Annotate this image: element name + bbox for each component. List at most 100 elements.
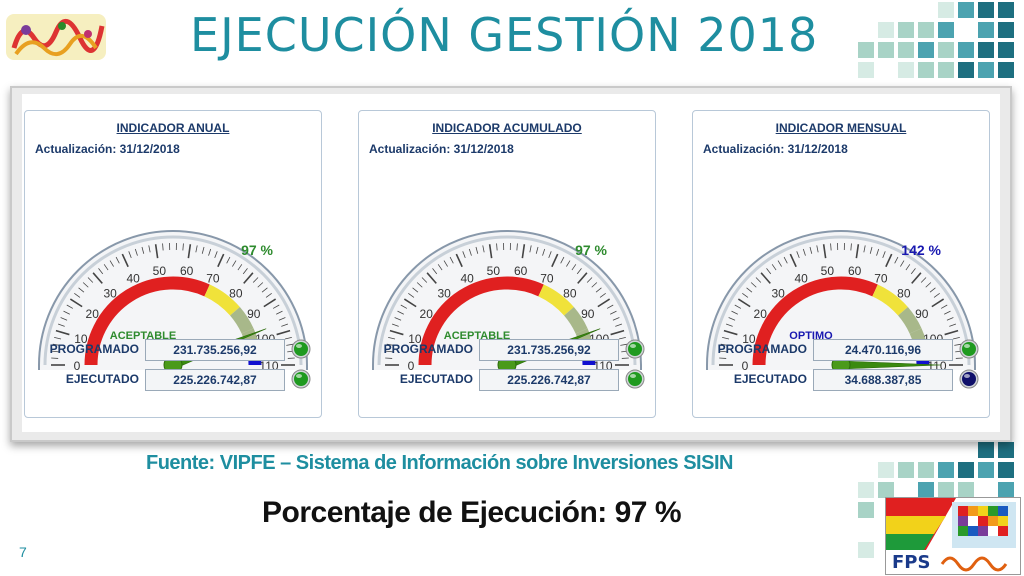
gauge-tick bbox=[910, 268, 916, 275]
gauge-tick bbox=[869, 246, 873, 254]
gauge-tick bbox=[121, 253, 129, 268]
gauge-tick bbox=[69, 298, 83, 308]
ejecutado-status-led-icon bbox=[959, 369, 979, 389]
gauge-dial: 0102030405060708090100110ACEPTABLE97 % bbox=[372, 230, 642, 370]
gauge-tick bbox=[900, 260, 905, 267]
gauge-tick bbox=[57, 323, 65, 327]
gauge-tick bbox=[55, 329, 70, 336]
gauge-tick bbox=[92, 272, 103, 284]
gauge-tick bbox=[182, 243, 184, 251]
gauge-tick bbox=[618, 336, 626, 340]
gauge-tick bbox=[521, 244, 526, 259]
gauge-tick bbox=[566, 260, 571, 267]
programado-status-led-icon bbox=[625, 339, 645, 359]
gauge-tick bbox=[400, 304, 408, 309]
ejecutado-value: 34.688.387,85 bbox=[813, 369, 953, 391]
gauge-tick bbox=[281, 323, 289, 327]
tick-label: 60 bbox=[180, 264, 194, 278]
gauge-tick bbox=[195, 245, 198, 253]
gauge-tick bbox=[394, 317, 402, 321]
gauge-tick bbox=[882, 251, 886, 258]
gauge-tick bbox=[722, 336, 730, 340]
tick-label: 10 bbox=[74, 332, 88, 346]
gauge-tick bbox=[272, 304, 280, 309]
gauge-tick bbox=[261, 287, 268, 293]
gauge-tick bbox=[954, 343, 962, 346]
gauge-tick bbox=[771, 264, 777, 271]
gauge-tick bbox=[863, 245, 866, 253]
tick-label: 70 bbox=[206, 272, 220, 286]
gauge-tick bbox=[755, 277, 762, 283]
gauge-tick bbox=[391, 323, 399, 327]
gauge-tick bbox=[731, 310, 738, 315]
gauge-tick bbox=[516, 243, 518, 251]
gauge-tick bbox=[796, 251, 800, 258]
gauge-tick bbox=[237, 264, 243, 271]
gauge-tick bbox=[66, 304, 74, 309]
gauge-tick bbox=[388, 336, 396, 340]
gauge-zone bbox=[84, 276, 210, 366]
panel-header: INDICADOR ANUAL bbox=[116, 121, 230, 135]
gauge-dial: 0102030405060708090100110ACEPTABLE97 % bbox=[38, 230, 308, 370]
tick-label: 110 bbox=[593, 359, 612, 370]
gauge-tick bbox=[577, 272, 588, 284]
gauge-tick bbox=[437, 264, 443, 271]
gauge-tick bbox=[263, 298, 277, 308]
gauge-tick bbox=[217, 253, 225, 268]
gauge-tick bbox=[595, 287, 602, 293]
tick-label: 110 bbox=[259, 359, 278, 370]
gauge-tick bbox=[278, 317, 286, 321]
gauge-tick bbox=[946, 317, 954, 321]
panel-header: INDICADOR ACUMULADO bbox=[432, 121, 582, 135]
gauge-tick bbox=[576, 268, 582, 275]
gauge-tick bbox=[535, 246, 539, 254]
ejecutado-status-led-icon bbox=[625, 369, 645, 389]
gauge-tick bbox=[742, 292, 749, 298]
panel-header: INDICADOR MENSUAL bbox=[775, 121, 907, 135]
gauge-tick bbox=[591, 282, 598, 288]
gauge-zone bbox=[872, 284, 908, 316]
tick-label: 90 bbox=[915, 307, 929, 321]
ejecutado-label: EJECUTADO bbox=[399, 372, 473, 386]
gauge-tick bbox=[74, 292, 81, 298]
programado-value: 231.735.256,92 bbox=[479, 339, 619, 361]
tick-label: 10 bbox=[408, 332, 422, 346]
gauge-tick bbox=[606, 304, 614, 309]
gauge-tick bbox=[82, 282, 89, 288]
gauge-tick bbox=[911, 272, 922, 284]
programado-value: 231.735.256,92 bbox=[145, 339, 285, 361]
gauge-tick bbox=[496, 243, 498, 251]
gauge-tick bbox=[265, 292, 272, 298]
programado-status-led-icon bbox=[291, 339, 311, 359]
programado-label: PROGRAMADO bbox=[717, 342, 807, 356]
gauge-tick bbox=[51, 350, 59, 353]
gauge-tick bbox=[720, 343, 728, 346]
gauge-tick bbox=[475, 246, 479, 254]
tick-label: 30 bbox=[103, 286, 117, 300]
gauge-zone bbox=[229, 307, 254, 334]
gauge-tick bbox=[78, 287, 85, 293]
gauge-tick bbox=[128, 251, 132, 258]
ejecutado-label: EJECUTADO bbox=[733, 372, 807, 386]
tick-label: 0 bbox=[408, 359, 415, 370]
gauge-body bbox=[706, 230, 976, 370]
gauge-tick bbox=[284, 336, 292, 340]
update-date: Actualización: 31/12/2018 bbox=[369, 142, 514, 156]
gauge-tick bbox=[432, 268, 438, 275]
gauge-tick bbox=[809, 246, 813, 254]
tick-label: 40 bbox=[126, 272, 140, 286]
programado-label: PROGRAMADO bbox=[49, 342, 139, 356]
gauge-tick bbox=[482, 245, 485, 253]
gauge-tick bbox=[944, 329, 959, 336]
gauge-tick bbox=[734, 304, 742, 309]
gauge-tick bbox=[60, 317, 68, 321]
gauge-tick bbox=[468, 248, 472, 256]
gauge-tick bbox=[802, 248, 806, 256]
gauge-tick bbox=[876, 248, 880, 256]
tick-label: 10 bbox=[742, 332, 756, 346]
tick-label: 90 bbox=[581, 307, 595, 321]
gauge-tick bbox=[208, 248, 212, 256]
gauge-tick bbox=[455, 253, 463, 268]
gauge-tick bbox=[944, 310, 951, 315]
gauge-tick bbox=[426, 272, 437, 284]
